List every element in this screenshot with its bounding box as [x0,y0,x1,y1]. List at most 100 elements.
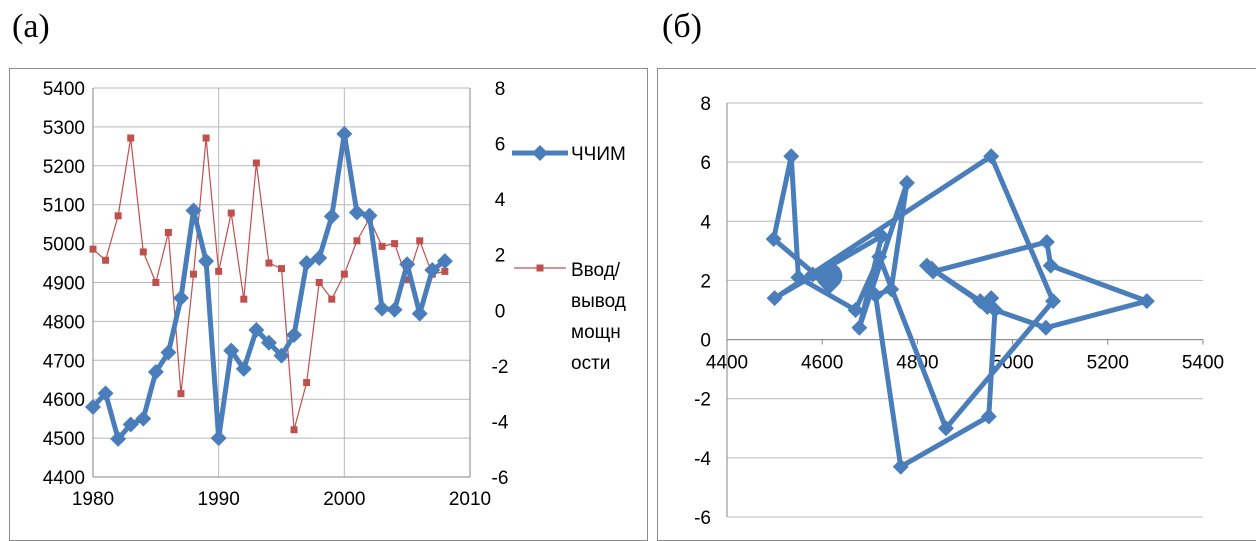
data-point-vvod [102,256,110,264]
scatter-point [898,174,915,191]
data-point-chchim [248,321,265,338]
y-tick-label-b: 6 [700,153,711,174]
data-point-vvod [252,159,260,167]
x-tick-label-a: 1990 [198,489,240,510]
y-tick-label-a: 5000 [43,235,85,256]
panel-label-a: (а) [12,8,50,45]
data-point-chchim [348,204,365,221]
data-point-chchim [273,347,290,364]
legend-marker-vvod [536,264,544,272]
data-point-vvod [328,295,336,303]
legend-label-vvod: мощн [571,322,621,343]
y-tick-label-a: 5100 [43,196,85,217]
data-point-chchim [386,301,403,318]
data-point-chchim [323,208,340,225]
data-point-vvod [227,209,235,217]
y2-tick-label-a: -2 [492,357,509,378]
scatter-point [783,148,800,165]
x-tick-label-b: 5200 [1087,353,1129,374]
legend-label-vvod: ости [571,353,610,374]
y-tick-label-a: 4500 [43,429,85,450]
data-point-chchim [424,262,441,279]
data-point-vvod [265,259,273,267]
data-point-chchim [260,334,277,351]
scatter-point [851,319,868,336]
data-point-vvod [177,390,185,398]
x-tick-label-b: 4600 [801,353,843,374]
data-point-chchim [336,125,353,142]
scatter-point [1038,233,1055,250]
x-tick-label-b: 5400 [1182,353,1224,374]
y2-tick-label-a: 2 [495,246,506,267]
y2-tick-label-a: -4 [492,412,509,433]
scatter-point [765,231,782,248]
y-tick-label-b: -6 [694,508,711,529]
scatter-point [847,302,864,318]
scatter-point [892,458,909,475]
scatter-point [980,408,997,425]
data-point-chchim [110,430,127,447]
y-tick-label-a: 4900 [43,274,85,295]
data-point-chchim [198,253,215,270]
y-tick-label-a: 5200 [43,157,85,178]
data-point-vvod [340,270,348,278]
data-point-vvod [240,295,248,303]
data-point-chchim [172,290,189,307]
y-tick-label-b: -2 [694,390,711,411]
data-point-vvod [202,134,210,142]
y-tick-label-a: 4400 [43,468,85,489]
y-tick-label-b: -4 [694,449,711,470]
scatter-point [867,287,884,304]
data-point-vvod [315,279,323,286]
panel-label-b: (б) [662,8,702,45]
highlight-point [816,262,843,289]
scatter-point [1045,293,1062,310]
data-point-chchim [235,360,252,377]
data-point-vvod [403,276,411,284]
scatter-path-line [771,153,1150,470]
data-point-vvod [114,212,122,220]
y-tick-label-a: 4700 [43,351,85,372]
y2-tick-label-a: 6 [495,135,506,156]
data-point-vvod [290,426,298,434]
data-point-vvod [378,242,386,250]
scatter-point [883,281,900,298]
data-point-vvod [139,248,147,256]
y-tick-label-b: 2 [700,271,711,292]
data-point-chchim [298,255,315,272]
data-point-vvod [391,240,399,248]
y-tick-label-a: 4600 [43,390,85,411]
data-point-chchim [399,256,416,273]
y-tick-label-a: 5400 [43,79,85,100]
data-point-vvod [278,265,285,273]
x-tick-label-b: 4800 [896,353,938,374]
legend-label-vvod: вывод [571,291,626,312]
x-tick-label-b: 4400 [706,353,748,374]
y-tick-label-a: 4800 [43,312,85,333]
scatter-point [983,148,1000,165]
data-point-chchim [311,249,328,266]
y-tick-label-b: 8 [700,94,711,115]
x-tick-label-a: 2010 [449,489,491,510]
data-point-chchim [286,327,303,344]
scatter-point [871,248,888,265]
y2-tick-label-a: 0 [495,301,506,322]
data-point-chchim [160,344,177,361]
data-point-vvod [190,270,198,278]
data-point-chchim [185,202,202,219]
scatter-point [873,228,890,245]
data-point-vvod [89,245,97,253]
x-tick-label-a: 1980 [72,489,114,510]
data-point-chchim [361,207,378,224]
data-point-vvod [127,134,135,142]
legend-label-vvod: Ввод/ [571,260,621,281]
scatter-point [790,269,807,286]
y-tick-label-b: 0 [700,331,711,352]
data-point-vvod [215,267,223,275]
scatter-point [937,420,954,437]
x-tick-label-b: 5000 [991,353,1033,374]
data-point-chchim [122,416,139,433]
scatter-point [766,290,783,307]
y-tick-label-a: 5300 [43,118,85,139]
